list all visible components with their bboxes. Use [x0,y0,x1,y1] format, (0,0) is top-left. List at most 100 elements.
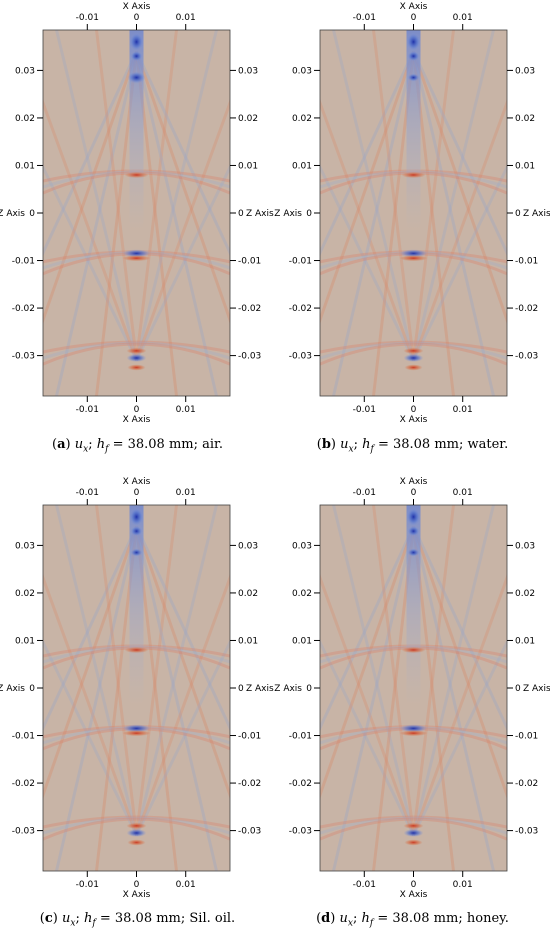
caption-value: = 38.08 mm; [377,911,463,926]
x-axis-label-top: X Axis [400,2,428,12]
caption-medium: Sil. oil [189,911,232,926]
z-tick-label-right: 0.01 [238,636,258,646]
x-tick-label-bottom: 0.01 [453,405,473,415]
x-axis-label-bottom: X Axis [400,890,428,900]
z-tick-label-right: 0.02 [515,589,535,599]
z-tick-label-left: -0.03 [12,352,35,362]
x-tick-label-bottom: -0.01 [76,405,99,415]
panel-b: -0.01 -0.01 0 0 0.01 0.01 X Axis X Axis 0.03 0.03… [274,2,550,425]
field-pattern [43,505,230,871]
z-tick-label-left: -0.02 [12,779,35,789]
z-tick-label-right: 0.01 [238,161,258,171]
caption-medium: air [202,437,219,452]
x-tick-label-top: 0 [411,488,417,498]
caption-subscript-f: f [369,918,374,929]
caption-a: (a) ux; hf = 38.08 mm; air. [52,437,223,455]
z-axis-label-left: Z Axis [274,684,302,694]
z-tick-label-left: 0 [29,684,35,694]
field-pattern [43,30,230,396]
caption-subscript-f: f [92,918,96,929]
z-tick-label-left: -0.01 [289,257,312,267]
x-tick-label-bottom: -0.01 [353,405,376,415]
z-tick-label-left: 0.03 [15,541,35,551]
z-tick-label-right: -0.02 [238,779,261,789]
x-tick-label-top: 0.01 [176,13,196,23]
z-tick-label-left: -0.01 [12,257,35,267]
caption-subscript-x: x [347,918,353,929]
caption-symbol-u: u [62,911,71,926]
caption-subscript-x: x [83,444,89,455]
z-tick-label-left: -0.01 [12,732,35,742]
z-tick-label-right: 0.03 [238,541,258,551]
z-tick-label-right: 0.03 [515,541,535,551]
z-tick-label-right: -0.02 [515,304,538,314]
z-tick-label-right: 0 [515,209,521,219]
z-tick-label-right: 0.01 [515,636,535,646]
z-tick-label-left: 0 [306,209,312,219]
z-tick-label-left: -0.03 [12,827,35,837]
z-tick-label-left: 0 [306,684,312,694]
panel-d: -0.01 -0.01 0 0 0.01 0.01 X Axis X Axis 0.03 0.03… [274,477,550,900]
panel-a: -0.01 -0.01 0 0 0.01 0.01 X Axis X Axis 0.03 0.03… [0,2,274,425]
x-tick-label-top: -0.01 [353,488,376,498]
z-axis-label-right: Z Axis [523,209,550,219]
caption-b: (b) ux; hf = 38.08 mm; water. [316,437,509,455]
z-tick-label-right: -0.02 [515,779,538,789]
z-tick-label-left: -0.01 [289,732,312,742]
caption-medium: water [467,437,505,452]
field-pattern [320,505,507,871]
x-axis-label-top: X Axis [123,2,151,12]
x-tick-label-bottom: 0.01 [453,880,473,890]
caption-subscript-f: f [370,444,374,455]
x-tick-label-bottom: 0.01 [176,405,196,415]
z-tick-label-left: 0.02 [15,589,35,599]
x-axis-label-bottom: X Axis [123,415,151,425]
z-tick-label-left: 0.01 [292,161,312,171]
caption-c: (c) ux; hf = 38.08 mm; Sil. oil. [39,911,236,929]
caption-symbol-h: h [96,437,106,452]
x-tick-label-bottom: 0 [411,405,417,415]
z-tick-label-left: 0.01 [292,636,312,646]
z-tick-label-right: -0.03 [515,352,538,362]
z-tick-label-right: 0 [238,684,244,694]
caption-letter: a [57,437,66,452]
x-tick-label-bottom: -0.01 [76,880,99,890]
z-tick-label-right: 0.01 [515,161,535,171]
x-axis-label-bottom: X Axis [400,415,428,425]
x-tick-label-top: -0.01 [76,488,99,498]
caption-symbol-u: u [74,437,84,452]
caption-subscript-f: f [105,444,109,455]
x-tick-label-bottom: 0.01 [176,880,196,890]
x-tick-label-bottom: -0.01 [353,880,376,890]
caption-symbol-h: h [83,911,93,926]
z-tick-label-right: 0.03 [515,66,535,76]
caption-subscript-x: x [70,918,76,929]
caption-symbol-u: u [339,911,348,926]
z-tick-label-left: -0.03 [289,827,312,837]
z-tick-label-right: -0.02 [238,304,261,314]
z-axis-label-right: Z Axis [246,209,274,219]
caption-letter: c [44,911,53,926]
z-tick-label-right: 0 [238,209,244,219]
z-tick-label-right: 0.03 [238,66,258,76]
z-axis-label-left: Z Axis [274,209,302,219]
z-tick-label-left: 0.01 [15,636,35,646]
z-axis-label-right: Z Axis [246,684,274,694]
z-tick-label-left: 0.02 [292,114,312,124]
x-tick-label-top: 0 [411,13,417,23]
caption-d: (d) ux; hf = 38.08 mm; honey. [316,911,509,929]
z-tick-label-left: 0.03 [15,66,35,76]
caption-letter: b [321,437,331,452]
z-axis-label-left: Z Axis [0,209,25,219]
z-tick-label-right: -0.01 [238,257,261,267]
x-tick-label-top: 0.01 [176,488,196,498]
z-tick-label-right: 0 [515,684,521,694]
caption-medium: honey [466,911,505,926]
z-tick-label-left: -0.02 [289,304,312,314]
x-tick-label-top: 0 [134,13,140,23]
panel-c: -0.01 -0.01 0 0 0.01 0.01 X Axis X Axis 0.03 0.03… [0,477,274,900]
z-tick-label-left: -0.03 [289,352,312,362]
x-tick-label-top: 0.01 [453,488,473,498]
z-tick-label-left: 0.03 [292,541,312,551]
